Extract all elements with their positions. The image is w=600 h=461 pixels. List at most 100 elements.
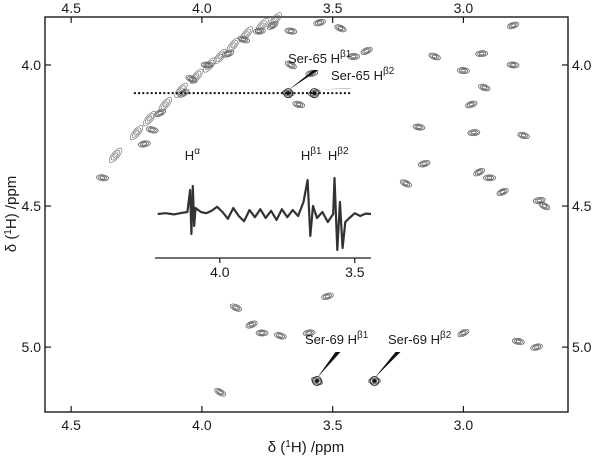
- x-tick-label-bottom: 3.0: [454, 417, 474, 433]
- contour-ring: [306, 331, 312, 335]
- contour-ring: [510, 23, 516, 28]
- contour-ring: [324, 294, 331, 299]
- contour-ring: [204, 63, 210, 67]
- annotated-peak-ring: [311, 375, 322, 386]
- cross-peak: [428, 52, 441, 61]
- diagonal-contour: [176, 85, 186, 96]
- diagonal-contour: [228, 40, 238, 51]
- contour-ring: [286, 61, 296, 68]
- x-tick-label-top: 3.0: [454, 0, 474, 16]
- contour-ring: [316, 20, 323, 25]
- contour-ring: [248, 322, 255, 327]
- contour-ring: [510, 63, 516, 67]
- contour-ring: [419, 161, 429, 167]
- contour-ring: [284, 27, 298, 35]
- diagonal-contour: [174, 82, 188, 98]
- contour-ring: [292, 100, 305, 109]
- contour-ring: [506, 61, 520, 69]
- annotated-peak-center: [286, 91, 290, 95]
- cross-peak: [473, 167, 485, 177]
- cross-peak: [517, 131, 530, 140]
- contour-ring: [350, 54, 357, 59]
- contour-ring: [187, 76, 196, 83]
- contour-ring: [512, 337, 525, 345]
- contour-ring: [517, 131, 530, 140]
- diagonal-ridge: [108, 12, 282, 163]
- annotated-peak-ring: [283, 88, 294, 99]
- contour-ring: [414, 124, 424, 130]
- contour-ring: [538, 201, 551, 211]
- cross-peak: [96, 174, 109, 182]
- contour-ring: [530, 343, 543, 351]
- contour-ring: [305, 69, 319, 77]
- diagonal-contour: [160, 99, 170, 110]
- diagonal-contour: [147, 115, 153, 122]
- contour-ring: [533, 345, 540, 349]
- diagonal-contour: [243, 31, 249, 37]
- contour-ring: [416, 125, 422, 129]
- contour-ring: [96, 174, 109, 182]
- contour-ring: [459, 329, 468, 337]
- contour-ring: [231, 304, 241, 311]
- contour-ring: [364, 49, 370, 53]
- contour-ring: [239, 36, 249, 43]
- contour-ring: [508, 22, 518, 29]
- contour-ring: [294, 101, 304, 108]
- contour-ring: [460, 69, 467, 73]
- contour-ring: [284, 60, 297, 70]
- contour-ring: [484, 175, 495, 181]
- annotation-pointer: [288, 70, 319, 91]
- contour-ring: [520, 133, 527, 138]
- contour-ring: [532, 344, 542, 350]
- contour-ring: [255, 329, 269, 337]
- contour-ring: [428, 52, 441, 61]
- contour-ring: [181, 91, 187, 96]
- contour-ring: [245, 320, 258, 329]
- contour-ring: [467, 129, 481, 137]
- cross-peak: [214, 387, 227, 397]
- diagonal-contour: [108, 147, 123, 163]
- y-tick-label-left: 5.0: [22, 339, 42, 355]
- cross-peak: [347, 53, 360, 60]
- contour-ring: [403, 181, 409, 186]
- cross-peak: [417, 160, 431, 168]
- contour-ring: [97, 175, 108, 181]
- annotated-peak-center: [312, 91, 317, 95]
- contour-ring: [457, 67, 470, 74]
- contour-ring: [266, 21, 279, 30]
- contour-ring: [141, 142, 148, 146]
- contour-ring: [360, 46, 373, 55]
- contour-ring: [417, 160, 431, 168]
- annotation-pointer: [374, 352, 401, 378]
- contour-ring: [99, 176, 106, 180]
- contour-ring: [471, 131, 477, 135]
- diagonal-contour: [241, 28, 251, 40]
- diagonal-contour: [217, 53, 223, 60]
- y-tick-label-right: 4.5: [572, 198, 592, 214]
- contour-ring: [500, 190, 506, 194]
- y-tick-label-right: 5.0: [572, 339, 592, 355]
- contour-ring: [286, 28, 296, 34]
- diagonal-contour: [194, 73, 200, 79]
- contour-ring: [200, 61, 214, 69]
- contour-ring: [254, 28, 264, 34]
- cross-peak: [478, 83, 491, 92]
- cross-peak: [467, 129, 481, 137]
- contour-ring: [478, 83, 491, 92]
- contour-ring: [147, 127, 157, 133]
- cross-peak: [313, 19, 326, 27]
- plot-frame: [44, 16, 569, 413]
- diagonal-contour: [162, 101, 168, 108]
- contour-ring: [474, 169, 484, 176]
- contour-ring: [457, 328, 470, 338]
- contour-ring: [477, 51, 487, 57]
- contour-ring: [308, 89, 321, 97]
- diagonal-contour: [230, 42, 236, 48]
- contour-ring: [149, 128, 155, 132]
- contour-ring: [247, 321, 256, 328]
- diagonal-contour: [158, 96, 172, 113]
- cross-peak: [506, 61, 520, 69]
- peak-annotation: Ser-69 Hβ2: [388, 330, 452, 347]
- contour-ring: [515, 339, 522, 344]
- contour-ring: [274, 332, 287, 340]
